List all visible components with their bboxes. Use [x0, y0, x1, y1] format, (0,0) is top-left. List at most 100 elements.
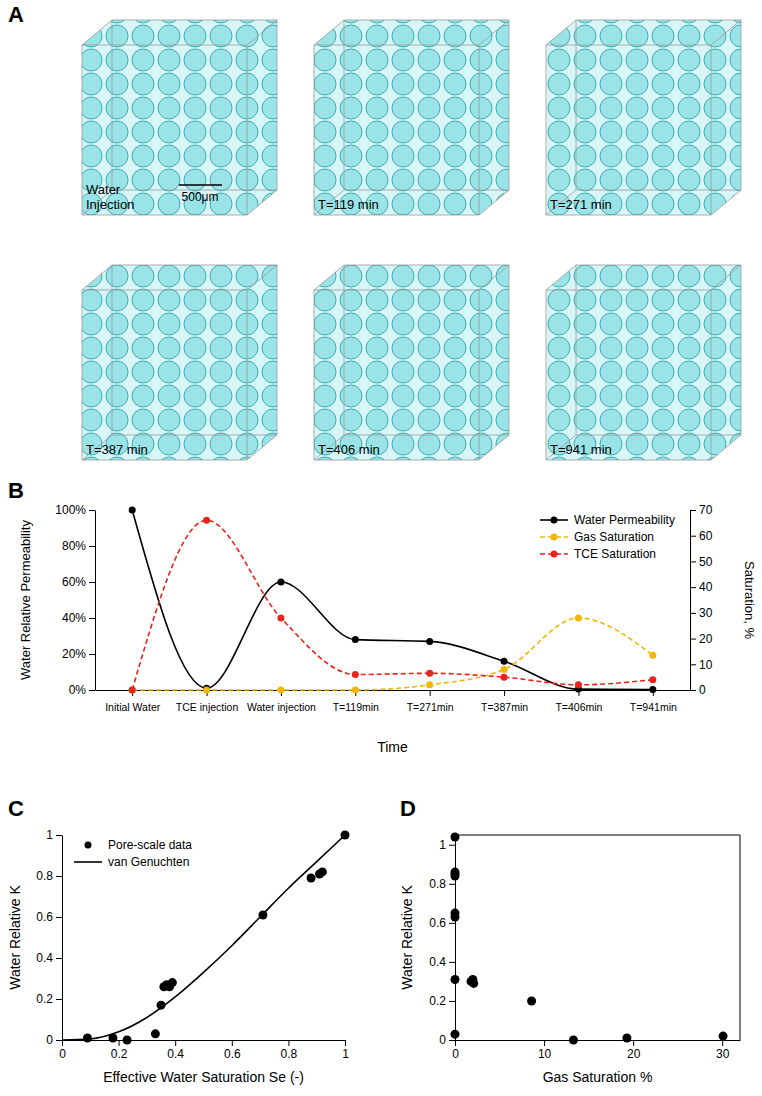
image-caption: T=406 min [318, 442, 380, 457]
tick-mark [455, 1040, 456, 1046]
box-edge [546, 45, 711, 46]
box-edge [509, 20, 510, 190]
tick-label: T=406min [555, 701, 602, 713]
data-point [451, 872, 460, 881]
box-edge [82, 460, 247, 461]
tick-label: T=119min [333, 701, 379, 713]
box-edge [314, 290, 315, 460]
tick-label: 0.2 [429, 994, 446, 1008]
box-edge [479, 265, 509, 290]
tick-mark [56, 958, 62, 959]
tick-label: 0 [46, 1033, 53, 1047]
data-point [151, 1029, 160, 1038]
image-caption: T=387 min [86, 442, 148, 457]
figure: AWaterInjection500μmT=119 minT=271 minT=… [0, 0, 762, 1096]
tick-label: 40% [62, 611, 86, 625]
x-axis-title: Time [377, 739, 408, 755]
data-point [129, 507, 136, 514]
data-point [501, 674, 508, 681]
data-point [83, 1033, 92, 1042]
box-edge [112, 20, 113, 190]
tick-mark [690, 561, 696, 562]
tick: 0.4 [36, 951, 62, 965]
volume-image: WaterInjection500μm [82, 20, 277, 215]
legend-marker [551, 534, 558, 541]
box-edge [314, 45, 315, 215]
data-point [318, 867, 327, 876]
image-caption: T=271 min [550, 197, 612, 212]
tick: T=406min [555, 690, 602, 713]
x-axis: Initial WaterTCE injectionWater injectio… [96, 690, 691, 713]
box-edge [344, 20, 345, 190]
data-point [203, 687, 210, 694]
data-point [277, 687, 284, 694]
legend-label: van Genuchten [108, 855, 189, 869]
tick-label: Initial Water [105, 701, 161, 713]
tick: 0.8 [281, 1040, 298, 1061]
tick-label: 0 [452, 1047, 459, 1061]
box-edge [711, 435, 741, 460]
fit-line [62, 835, 345, 1040]
data-point [307, 874, 316, 883]
tick-mark [56, 835, 62, 836]
box-edge [344, 435, 509, 436]
y2-axis: 010203040506070 [690, 503, 713, 697]
tick-mark [544, 1040, 545, 1046]
box-edge [576, 435, 741, 436]
tick-mark [690, 664, 696, 665]
pore-volume [314, 20, 509, 215]
data-point [451, 913, 460, 922]
tick: 60 [690, 529, 713, 543]
box-edge [546, 290, 711, 291]
tick-label: 0 [699, 683, 706, 697]
tick-label: 1 [439, 838, 446, 852]
tick-label: 0% [69, 683, 87, 697]
data-point [575, 681, 582, 688]
box-edge [546, 45, 547, 215]
legend-line [74, 861, 102, 863]
tick-label: 20 [627, 1047, 641, 1061]
tick-mark [430, 690, 431, 696]
box-edge [546, 460, 711, 461]
tick-label: 60% [62, 575, 86, 589]
box-edge [344, 190, 509, 191]
tick: 0 [690, 683, 706, 697]
box-edge [576, 265, 741, 266]
data-point [501, 658, 508, 665]
data-point [622, 1034, 631, 1043]
tick: 0 [59, 1040, 66, 1061]
tick: 60% [62, 575, 95, 589]
tick-label: 0.2 [111, 1047, 128, 1061]
box-edge [82, 45, 247, 46]
x-axis: 00.20.40.60.81 [59, 1040, 349, 1061]
tick: 0.4 [429, 955, 455, 969]
box-edge [576, 20, 741, 21]
legend-marker [85, 842, 92, 849]
data-point [129, 687, 136, 694]
tick: 30 [690, 606, 713, 620]
tick-mark [62, 1040, 63, 1046]
box-edge [344, 265, 345, 435]
tick-mark [56, 999, 62, 1000]
image-caption: T=941 min [550, 442, 612, 457]
tick-mark [119, 1040, 120, 1046]
tick-label: 0.8 [36, 869, 53, 883]
box-edge [112, 435, 277, 436]
data-point [129, 687, 136, 694]
tick: 1 [46, 828, 62, 842]
tick-mark [56, 876, 62, 877]
y-axis: 00.20.40.60.81 [429, 836, 455, 1048]
box-edge [741, 265, 742, 435]
tick-label: 0.6 [224, 1047, 241, 1061]
tick: 70 [690, 503, 713, 517]
tick: T=941min [630, 690, 677, 713]
box-edge [711, 45, 712, 215]
legend-marker [551, 517, 558, 524]
tick-mark [449, 962, 455, 963]
y-axis: 00.20.40.60.81 [36, 828, 62, 1047]
tick-mark [232, 1040, 233, 1046]
tick-label: 0.8 [281, 1047, 298, 1061]
box-edge [82, 45, 83, 215]
tick-label: T=387min [481, 701, 528, 713]
pore-volume [546, 265, 741, 460]
